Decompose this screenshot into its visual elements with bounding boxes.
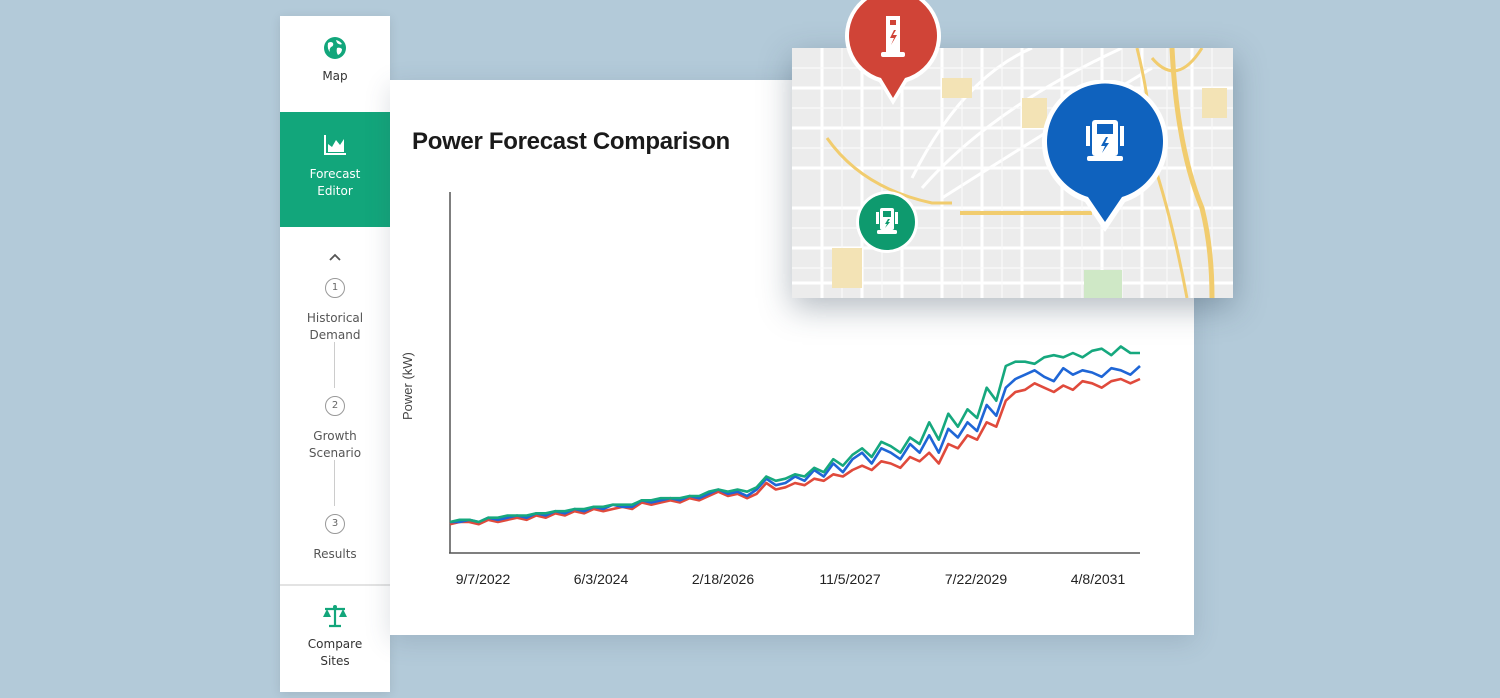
- map-pin-blue[interactable]: [1040, 79, 1170, 240]
- step-results[interactable]: 3 Results: [280, 514, 390, 563]
- sidebar-divider: [280, 584, 390, 586]
- globe-icon: [280, 36, 390, 60]
- area-chart-icon: [280, 134, 390, 156]
- charging-station-icon: [1086, 120, 1124, 161]
- sidebar-item-label: Forecast: [309, 167, 361, 181]
- sidebar-item-forecast-editor[interactable]: Forecast Editor: [280, 112, 390, 227]
- step-label: Historical: [306, 311, 364, 325]
- map-pin-green[interactable]: [855, 190, 919, 259]
- step-label: Growth: [313, 429, 357, 443]
- step-growth-scenario[interactable]: 2 Growth Scenario: [280, 396, 390, 462]
- series-line-site-green: [449, 345, 1140, 524]
- sidebar-item-label: Map: [322, 69, 348, 83]
- x-tick-label: 9/7/2022: [455, 571, 511, 587]
- step-number: 3: [325, 514, 345, 534]
- line-chart: [449, 192, 1141, 554]
- series-line-site-red: [449, 377, 1141, 526]
- chevron-up-icon[interactable]: [280, 246, 390, 265]
- x-tick-label: 2/18/2026: [691, 571, 755, 587]
- step-label: Results: [313, 547, 357, 561]
- series-line-site-blue: [450, 365, 1141, 524]
- page-title: Power Forecast Comparison: [412, 128, 730, 155]
- x-tick-label: 4/8/2031: [1070, 571, 1126, 587]
- step-label: Scenario: [308, 446, 362, 460]
- charging-station-icon: [876, 208, 898, 234]
- step-number: 2: [325, 396, 345, 416]
- charging-post-icon: [881, 16, 905, 57]
- sidebar-item-label: Sites: [320, 654, 350, 668]
- sidebar-item-label: Compare: [307, 637, 363, 651]
- sidebar-item-map[interactable]: Map: [280, 16, 390, 112]
- sidebar-item-label: Editor: [317, 184, 353, 198]
- step-historical-demand[interactable]: 1 Historical Demand: [280, 278, 390, 344]
- scale-icon: [280, 604, 390, 628]
- step-label: Demand: [309, 328, 361, 342]
- sidebar-item-compare-sites[interactable]: Compare Sites: [280, 588, 390, 692]
- step-connector: [334, 342, 335, 388]
- step-connector: [334, 460, 335, 506]
- x-tick-label: 7/22/2029: [944, 571, 1008, 587]
- step-number: 1: [325, 278, 345, 298]
- sidebar-nav: Map Forecast Editor 1 Historical Demand …: [280, 16, 390, 692]
- x-tick-label: 11/5/2027: [819, 571, 881, 587]
- x-tick-label: 6/3/2024: [573, 571, 629, 587]
- map-pin-red[interactable]: [843, 0, 943, 115]
